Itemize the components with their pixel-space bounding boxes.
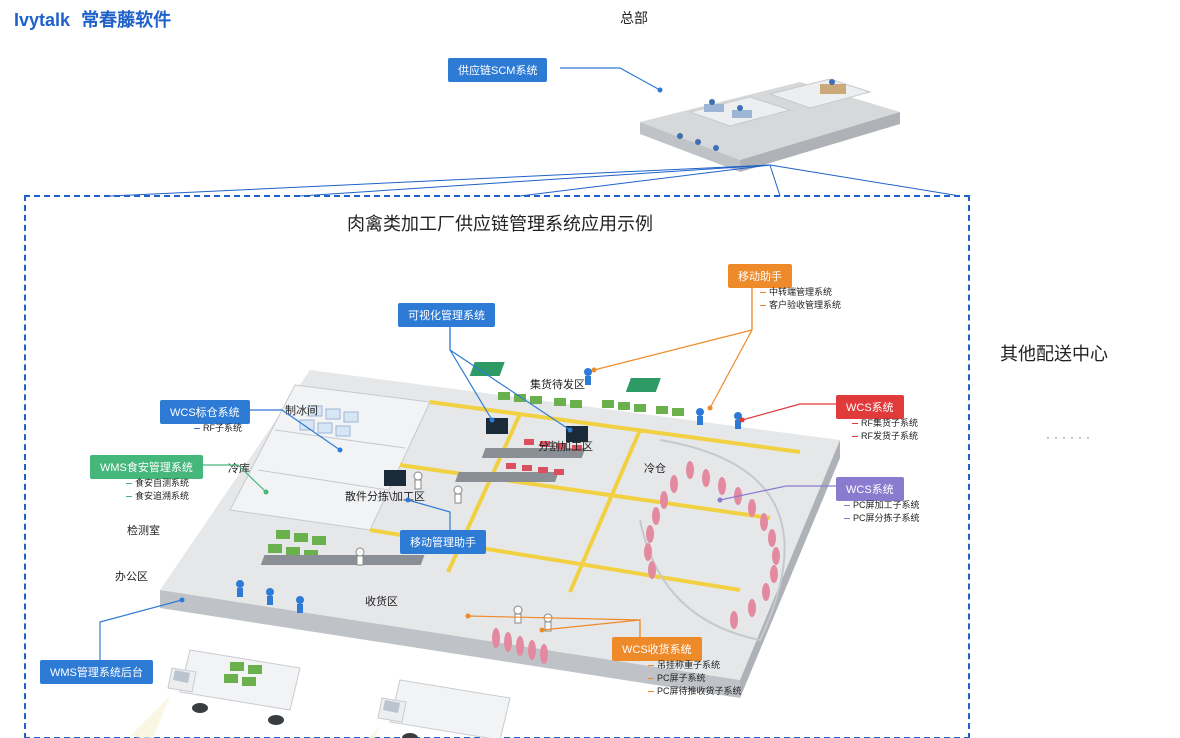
- tag-wcs-purple: WCS系统: [836, 477, 904, 501]
- tag-wcs-recv: WCS收货系统: [612, 637, 702, 661]
- sub-wms-food: 食安自测系统 食安追溯系统: [126, 477, 189, 503]
- tag-mobile-assist: 移动助手: [728, 264, 792, 288]
- tag-wcs-red: WCS系统: [836, 395, 904, 419]
- sub-wcs-recv: 吊挂称重子系统 PC屏子系统 PC屏待推收货子系统: [648, 659, 742, 698]
- tag-visual: 可视化管理系统: [398, 303, 495, 327]
- diagram-stage: { "logo":{"brand_ivy":"Ivy","brand_talk"…: [0, 0, 1180, 738]
- tag-wms-back: WMS管理系统后台: [40, 660, 153, 684]
- tag-wms-food: WMS食安管理系统: [90, 455, 203, 479]
- sub-mobile-assist: 中转端管理系统 客户验收管理系统: [760, 286, 841, 312]
- tag-wcs-wh: WCS标仓系统: [160, 400, 250, 424]
- sub-wcs-wh: RF子系统: [194, 422, 242, 435]
- leader-lines: [0, 0, 1180, 738]
- tag-mobile-mgmt: 移动管理助手: [400, 530, 486, 554]
- sub-wcs-purple: PC屏加工子系统 PC屏分拣子系统: [844, 499, 920, 525]
- sub-wcs-red: RF集货子系统 RF发货子系统: [852, 417, 918, 443]
